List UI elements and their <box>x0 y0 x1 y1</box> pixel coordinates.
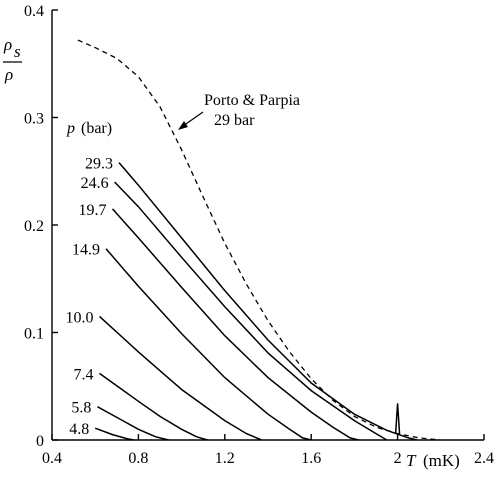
x-tick-label: 1.2 <box>215 450 235 467</box>
x-label-variable: T <box>406 451 417 470</box>
series-label: 14.9 <box>72 242 100 259</box>
x-tick-label: 0.8 <box>128 450 148 467</box>
x-tick-label: 2.4 <box>474 450 494 467</box>
y-tick-label: 0 <box>36 433 44 450</box>
y-label-denominator: ρ <box>4 65 13 84</box>
y-label-numerator: ρ <box>3 35 12 54</box>
ticks: 0.4 0.8 1.2 1.6 2 2.4 0 0.1 0.2 0.3 0.4 <box>24 3 494 467</box>
series-line <box>105 248 312 441</box>
series-line <box>118 162 418 441</box>
legend-title-unit: (bar) <box>81 120 112 137</box>
series-label: 5.8 <box>71 400 91 417</box>
series-line <box>98 315 262 441</box>
y-tick-label: 0.2 <box>24 218 44 235</box>
x-tick-label: 1.6 <box>301 450 321 467</box>
legend-title-variable: p <box>66 120 75 137</box>
series-label: 4.8 <box>69 421 89 438</box>
x-axis-label: T (mK) <box>406 451 460 470</box>
series-line <box>114 181 388 441</box>
series-layer <box>77 39 441 441</box>
x-tick-label: 2 <box>394 450 402 467</box>
series-spike <box>394 403 401 435</box>
series-line <box>97 406 169 441</box>
reference-label-line1: Porto & Parpia <box>204 92 300 109</box>
x-tick-label: 0.4 <box>42 450 62 467</box>
series-line-reference <box>77 39 441 441</box>
y-label-numerator-sub: s <box>14 42 21 61</box>
series-label: 10.0 <box>66 309 94 326</box>
series-label: 19.7 <box>78 202 106 219</box>
reference-label-line2: 29 bar <box>214 112 255 129</box>
y-axis-label: ρ s ρ <box>3 35 22 84</box>
y-tick-label: 0.3 <box>24 111 44 128</box>
reference-arrow-line <box>182 111 204 127</box>
legend-title: p (bar) <box>66 120 112 137</box>
series-line <box>94 427 135 441</box>
reference-arrow-head <box>178 121 188 130</box>
curve-labels: 29.3 24.6 19.7 14.9 10.0 7.4 5.8 4.8 <box>66 156 113 439</box>
series-line <box>99 372 208 441</box>
series-label: 29.3 <box>85 156 113 173</box>
series-line <box>111 208 359 441</box>
axes <box>51 10 484 441</box>
y-tick-label: 0.4 <box>24 3 44 20</box>
reference-annotation: Porto & Parpia 29 bar <box>178 92 300 130</box>
series-label: 24.6 <box>81 175 109 192</box>
series-label: 7.4 <box>74 366 94 383</box>
x-label-unit: (mK) <box>423 451 460 470</box>
y-tick-label: 0.1 <box>24 326 44 343</box>
